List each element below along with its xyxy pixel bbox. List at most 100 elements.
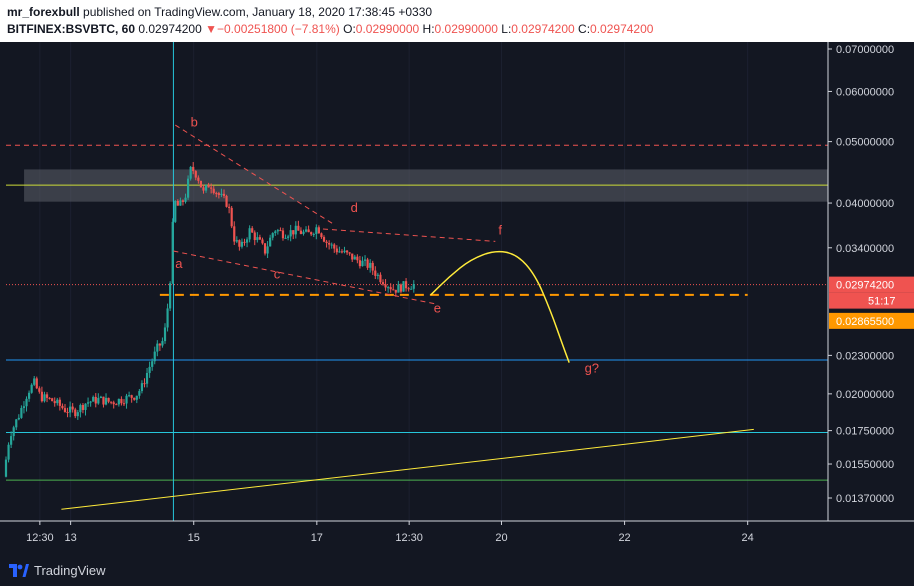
low-value: 0.02974200	[511, 22, 575, 36]
high-value: 0.02990000	[434, 22, 498, 36]
wave-label-e: e	[434, 300, 441, 315]
high-label: H:	[422, 22, 435, 36]
candle-body	[340, 251, 344, 253]
candle-body	[294, 225, 297, 235]
candle-body	[315, 227, 318, 235]
last-price-badge	[829, 276, 914, 293]
candle-body	[156, 343, 159, 352]
candle-body	[169, 283, 172, 309]
candle-body	[412, 284, 415, 289]
time-tick-label: 12:30	[395, 532, 423, 544]
candle-body	[192, 166, 195, 172]
candle-body	[297, 225, 300, 231]
candle-body	[189, 166, 192, 179]
trendline[interactable]	[61, 428, 754, 510]
candle-body	[233, 226, 236, 242]
candle-body	[63, 408, 67, 412]
candle-body	[284, 237, 287, 239]
candle-body	[379, 274, 382, 283]
candle-body	[148, 366, 151, 373]
candle-body	[351, 253, 354, 260]
chart-background	[0, 42, 914, 556]
candle-body	[86, 402, 90, 404]
close-label: C:	[578, 22, 591, 36]
candle-body	[230, 207, 233, 227]
candle-body	[40, 391, 44, 402]
candle-body	[410, 288, 413, 290]
candle-body	[266, 246, 269, 254]
candle-body	[84, 403, 87, 410]
candle-body	[381, 282, 385, 285]
candle-body	[204, 185, 208, 191]
candle-body	[407, 288, 410, 290]
candle-body	[399, 284, 403, 292]
candle-body	[92, 396, 95, 402]
candle-body	[253, 232, 256, 241]
time-tick-label: 17	[311, 532, 323, 544]
candle-body	[115, 404, 118, 406]
candle-body	[220, 193, 223, 195]
candle-body	[122, 403, 126, 405]
low-label: L:	[501, 22, 512, 36]
symbol-name[interactable]: BITFINEX:BSVBTC, 60	[7, 22, 136, 36]
candle-body	[394, 289, 397, 293]
candle-body	[25, 398, 28, 407]
candle-body	[281, 230, 285, 239]
candle-body	[387, 287, 390, 289]
candle-body	[71, 406, 74, 410]
candle-body	[20, 408, 23, 418]
price-tick-label: 0.01370000	[836, 493, 894, 505]
candle-body	[384, 284, 387, 288]
candle-body	[312, 234, 315, 236]
price-tick-label: 0.05000000	[836, 137, 894, 149]
price-tick-label: 0.02300000	[836, 350, 894, 362]
wave-label-b: b	[191, 115, 198, 130]
candle-body	[35, 378, 38, 389]
candle-body	[158, 343, 161, 346]
candle-body	[163, 327, 167, 342]
trendline[interactable]	[322, 228, 496, 242]
symbol-line: BITFINEX:BSVBTC, 60 0.02974200 ▼−0.00251…	[7, 22, 653, 36]
candle-body	[48, 397, 51, 399]
candle-body	[304, 229, 308, 232]
candle-body	[45, 394, 49, 398]
candle-body	[222, 193, 226, 196]
candle-body	[307, 229, 310, 233]
price-chart[interactable]: a b c d e f g? 0.07000000 0.06000000 0.05000000 0…	[0, 42, 914, 556]
candle-body	[348, 252, 351, 254]
candle-body	[58, 399, 61, 406]
candle-body	[102, 396, 105, 405]
candle-body	[333, 244, 336, 249]
candle-body	[128, 395, 131, 397]
candle-body	[61, 405, 64, 409]
candle-body	[363, 259, 367, 261]
countdown-badge	[829, 292, 914, 309]
candle-body	[317, 227, 320, 234]
candle-body	[240, 241, 244, 247]
author-name[interactable]: mr_forexbull	[7, 5, 80, 19]
candle-body	[235, 240, 238, 242]
candle-body	[143, 383, 146, 385]
chart-header: mr_forexbull published on TradingView.co…	[0, 0, 914, 42]
price-tick-label: 0.04000000	[836, 198, 894, 210]
candle-body	[69, 406, 72, 413]
candle-body	[292, 230, 295, 235]
price-tick-label: 0.03400000	[836, 243, 894, 255]
time-tick-label: 22	[618, 532, 630, 544]
last-price: 0.02974200	[138, 22, 202, 36]
candle-body	[135, 395, 138, 400]
candle-body	[299, 230, 303, 234]
candle-body	[199, 180, 203, 188]
price-change: −0.00251800 (−7.81%)	[217, 22, 340, 36]
candle-body	[345, 250, 349, 253]
trendline[interactable]	[174, 124, 336, 226]
candle-body	[402, 281, 405, 292]
projection-curve[interactable]	[430, 250, 570, 363]
publish-line: mr_forexbull published on TradingView.co…	[7, 5, 432, 19]
tradingview-brand[interactable]: TradingView	[34, 563, 106, 578]
candle-body	[397, 284, 400, 293]
candle-body	[194, 171, 197, 178]
candle-body	[369, 262, 372, 268]
candle-body	[74, 409, 77, 417]
